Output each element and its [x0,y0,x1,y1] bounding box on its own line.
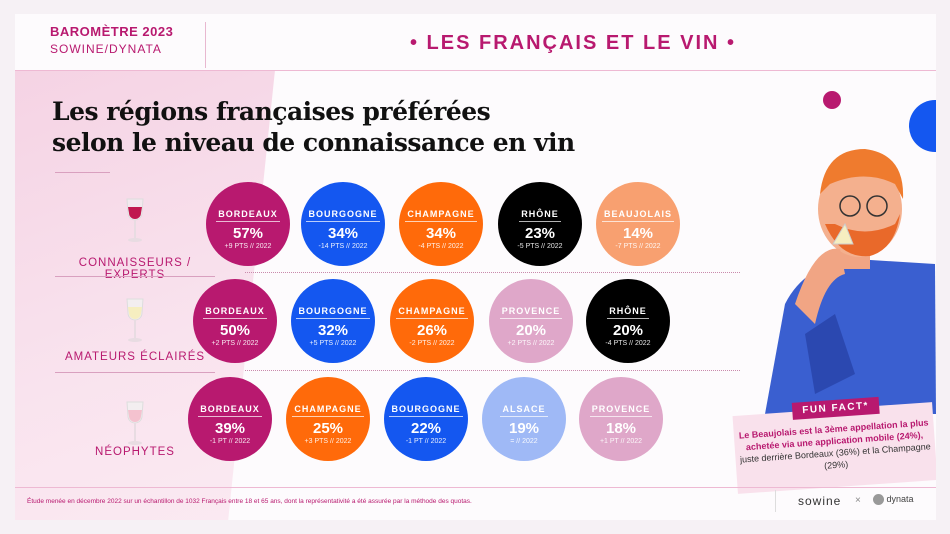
region-name: CHAMPAGNE [405,209,477,222]
region-name: PROVENCE [499,306,563,319]
page-title: Les régions françaises préférées selon l… [52,96,575,158]
wine-glass-white-icon [126,298,144,342]
divider [55,172,110,173]
logo-separator: × [855,495,861,506]
fun-fact-box: FUN FACT* Le Beaujolais est la 3ème appe… [732,396,936,494]
region-percent: 39% [214,420,246,437]
region-change: +9 PTS // 2022 [224,243,272,250]
region-circle: BEAUJOLAIS 14% -7 PTS // 2022 [596,182,680,266]
footer-note: Étude menée en décembre 2022 sur un écha… [27,498,472,505]
row-separator [55,372,215,373]
row-label-neophytes: NÉOPHYTES [95,446,175,458]
dynata-logo: dynata [873,494,914,506]
title-line-2: selon le niveau de connaissance en vin [52,128,575,157]
row-label-amateurs: AMATEURS ÉCLAIRÉS [64,351,206,363]
region-change: -5 PTS // 2022 [517,243,563,250]
region-percent: 25% [312,420,344,437]
region-circle: BOURGOGNE 34% -14 PTS // 2022 [301,182,385,266]
region-circle: CHAMPAGNE 26% -2 PTS // 2022 [390,279,474,363]
region-change: -2 PTS // 2022 [409,340,455,347]
region-change: -14 PTS // 2022 [318,243,368,250]
region-change: = // 2022 [510,438,538,445]
region-percent: 20% [612,322,644,339]
region-percent: 26% [416,322,448,339]
dynata-logo-text: dynata [886,494,914,504]
region-percent: 20% [515,322,547,339]
dotted-separator [245,272,740,273]
region-change: +1 PT // 2022 [599,438,643,445]
region-circle: PROVENCE 20% +2 PTS // 2022 [489,279,573,363]
region-change: -4 PTS // 2022 [418,243,464,250]
region-percent: 14% [622,225,654,242]
region-name: BORDEAUX [203,306,267,319]
infographic: BAROMÈTRE 2023 SOWINE/DYNATA • LES FRANÇ… [15,14,936,520]
dynata-icon [873,494,884,506]
region-change: -1 PT // 2022 [405,438,447,445]
region-change: +2 PTS // 2022 [507,340,555,347]
region-percent: 57% [232,225,264,242]
region-name: BEAUJOLAIS [601,209,674,222]
source-label: SOWINE/DYNATA [50,42,162,56]
row-separator [55,276,215,277]
region-circle: BORDEAUX 57% +9 PTS // 2022 [206,182,290,266]
region-percent: 34% [425,225,457,242]
region-percent: 23% [524,225,556,242]
footer-rule [15,487,936,488]
region-percent: 18% [605,420,637,437]
region-change: +5 PTS // 2022 [309,340,357,347]
region-name: PROVENCE [589,404,653,417]
region-circle: ALSACE 19% = // 2022 [482,377,566,461]
region-percent: 34% [327,225,359,242]
wine-glass-rose-icon [126,401,144,445]
region-change: -1 PT // 2022 [209,438,251,445]
row-label-experts: CONNAISSEURS / EXPERTS [78,257,192,281]
region-percent: 32% [317,322,349,339]
region-name: CHAMPAGNE [292,404,364,417]
region-name: ALSACE [500,404,548,417]
header-divider [205,22,206,68]
header-rule [15,70,936,71]
region-name: BORDEAUX [198,404,262,417]
region-circle: BOURGOGNE 32% +5 PTS // 2022 [291,279,375,363]
region-name: BORDEAUX [216,209,280,222]
region-circle: RHÔNE 20% -4 PTS // 2022 [586,279,670,363]
man-drinking-wine-illustration [765,91,936,414]
region-name: RHÔNE [519,209,561,222]
sowine-logo: sowine [798,494,842,508]
region-circle: RHÔNE 23% -5 PTS // 2022 [498,182,582,266]
region-change: -7 PTS // 2022 [615,243,661,250]
region-name: BOURGOGNE [306,209,380,222]
region-circle: BORDEAUX 39% -1 PT // 2022 [188,377,272,461]
region-name: BOURGOGNE [296,306,370,319]
region-percent: 22% [410,420,442,437]
region-change: -4 PTS // 2022 [605,340,651,347]
region-change: +3 PTS // 2022 [304,438,352,445]
region-name: RHÔNE [607,306,649,319]
region-circle: CHAMPAGNE 25% +3 PTS // 2022 [286,377,370,461]
barometre-label: BAROMÈTRE 2023 [50,24,174,39]
header-title: • LES FRANÇAIS ET LE VIN • [409,32,737,54]
region-name: BOURGOGNE [389,404,463,417]
wine-glass-red-icon [126,198,144,242]
region-circle: PROVENCE 18% +1 PT // 2022 [579,377,663,461]
title-line-1: Les régions françaises préférées [52,97,491,126]
dotted-separator [245,370,740,371]
footer-divider [775,490,776,512]
region-circle: BORDEAUX 50% +2 PTS // 2022 [193,279,277,363]
region-percent: 50% [219,322,251,339]
region-percent: 19% [508,420,540,437]
region-circle: CHAMPAGNE 34% -4 PTS // 2022 [399,182,483,266]
region-change: +2 PTS // 2022 [211,340,259,347]
header-left: BAROMÈTRE 2023 SOWINE/DYNATA [50,24,173,56]
region-circle: BOURGOGNE 22% -1 PT // 2022 [384,377,468,461]
region-name: CHAMPAGNE [396,306,468,319]
